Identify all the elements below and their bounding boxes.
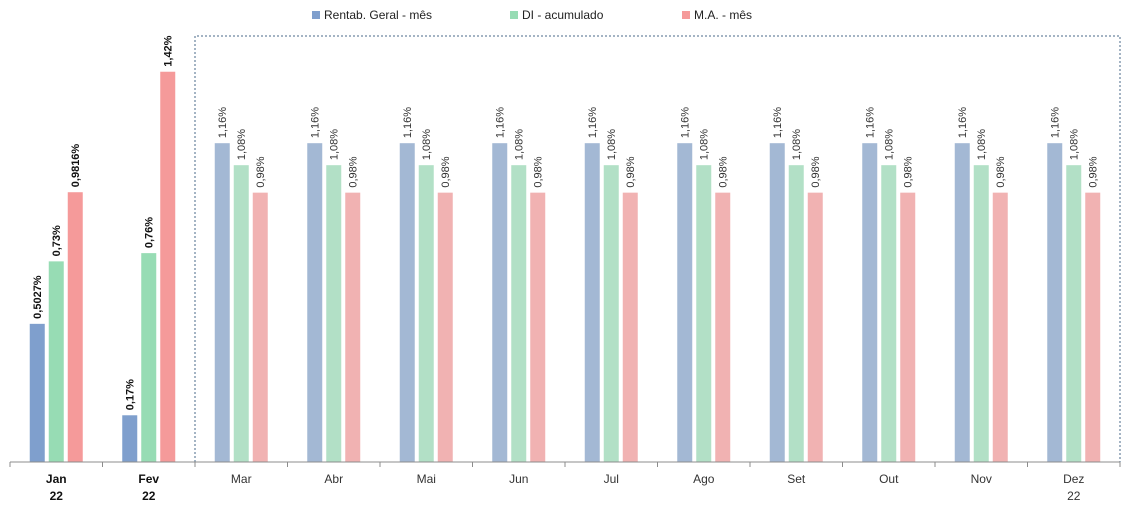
- tick-label-mai: Mai: [417, 472, 436, 486]
- legend-swatch-rentab: [312, 11, 320, 19]
- bar-rentab-out: [862, 143, 878, 462]
- legend-swatch-di: [510, 11, 518, 19]
- data-label-di-nov: 1,08%: [976, 129, 988, 160]
- data-label-ma-jul: 0,98%: [625, 156, 637, 187]
- data-label-ma-ago: 0,98%: [718, 156, 730, 187]
- data-label-ma-abr: 0,98%: [348, 156, 360, 187]
- data-label-ma-out: 0,98%: [903, 156, 915, 187]
- data-label-rentab-abr: 1,16%: [310, 107, 322, 138]
- tick-label-fev: Fev: [138, 472, 159, 486]
- bar-ma-out: [900, 192, 916, 462]
- data-label-rentab-ago: 1,16%: [680, 107, 692, 138]
- data-label-rentab-jun: 1,16%: [495, 107, 507, 138]
- data-label-ma-nov: 0,98%: [995, 156, 1007, 187]
- data-label-ma-jan: 0,9816%: [70, 144, 82, 188]
- tick-label-jul: Jul: [604, 472, 619, 486]
- bar-di-mar: [233, 165, 249, 462]
- tick-label-mar: Mar: [231, 472, 252, 486]
- bar-ma-ago: [715, 192, 731, 462]
- bar-rentab-fev: [122, 415, 138, 462]
- data-label-ma-fev: 1,42%: [163, 35, 175, 66]
- data-label-di-jan: 0,73%: [51, 225, 63, 256]
- data-label-di-jul: 1,08%: [606, 129, 618, 160]
- bar-ma-abr: [345, 192, 361, 462]
- bar-rentab-set: [769, 143, 785, 462]
- data-label-di-set: 1,08%: [791, 129, 803, 160]
- legend-label-rentab: Rentab. Geral - mês: [324, 8, 432, 22]
- data-label-rentab-out: 1,16%: [865, 107, 877, 138]
- data-label-di-dez: 1,08%: [1069, 129, 1081, 160]
- data-label-di-ago: 1,08%: [699, 129, 711, 160]
- tick-label-year-dez: 22: [1067, 489, 1081, 503]
- bar-ma-jun: [530, 192, 546, 462]
- data-label-rentab-jul: 1,16%: [587, 107, 599, 138]
- bar-rentab-dez: [1047, 143, 1063, 462]
- data-label-di-out: 1,08%: [884, 129, 896, 160]
- projection-frame: [194, 35, 1121, 462]
- bar-di-nov: [973, 165, 989, 462]
- bar-ma-mai: [437, 192, 453, 462]
- bar-rentab-jun: [492, 143, 508, 462]
- tick-label-out: Out: [879, 472, 899, 486]
- data-label-ma-dez: 0,98%: [1088, 156, 1100, 187]
- data-label-rentab-dez: 1,16%: [1050, 107, 1062, 138]
- bar-rentab-abr: [307, 143, 323, 462]
- bar-rentab-jan: [29, 323, 45, 462]
- bar-di-jul: [603, 165, 619, 462]
- bar-ma-nov: [992, 192, 1008, 462]
- bar-di-fev: [141, 253, 157, 462]
- data-label-ma-jun: 0,98%: [533, 156, 545, 187]
- bar-di-abr: [326, 165, 342, 462]
- bar-rentab-mai: [399, 143, 415, 462]
- bar-ma-jul: [622, 192, 638, 462]
- bar-ma-set: [807, 192, 823, 462]
- legend-label-ma: M.A. - mês: [694, 8, 752, 22]
- tick-label-ago: Ago: [693, 472, 715, 486]
- tick-label-year-jan: 22: [50, 489, 64, 503]
- data-label-di-mar: 1,08%: [236, 129, 248, 160]
- bar-di-set: [788, 165, 804, 462]
- tick-label-set: Set: [787, 472, 806, 486]
- tick-label-nov: Nov: [971, 472, 992, 486]
- bar-di-jan: [48, 261, 64, 462]
- bar-ma-dez: [1085, 192, 1101, 462]
- data-label-ma-mar: 0,98%: [255, 156, 267, 187]
- bar-di-dez: [1066, 165, 1082, 462]
- bar-rentab-nov: [954, 143, 970, 462]
- data-label-di-abr: 1,08%: [329, 129, 341, 160]
- legend-swatch-ma: [682, 11, 690, 19]
- bar-di-jun: [511, 165, 527, 462]
- data-label-rentab-mai: 1,16%: [402, 107, 414, 138]
- tick-label-abr: Abr: [324, 472, 343, 486]
- bar-rentab-ago: [677, 143, 693, 462]
- data-label-ma-mai: 0,98%: [440, 156, 452, 187]
- bar-di-out: [881, 165, 897, 462]
- tick-label-jan: Jan: [46, 472, 67, 486]
- data-label-rentab-set: 1,16%: [772, 107, 784, 138]
- data-label-di-fev: 0,76%: [144, 217, 156, 248]
- bar-di-mai: [418, 165, 434, 462]
- tick-label-year-fev: 22: [142, 489, 156, 503]
- bar-ma-fev: [160, 71, 176, 462]
- tick-label-jun: Jun: [509, 472, 528, 486]
- bar-ma-jan: [67, 192, 83, 462]
- data-label-rentab-nov: 1,16%: [957, 107, 969, 138]
- bar-di-ago: [696, 165, 712, 462]
- bar-ma-mar: [252, 192, 268, 462]
- data-label-ma-set: 0,98%: [810, 156, 822, 187]
- bar-rentab-jul: [584, 143, 600, 462]
- data-label-rentab-jan: 0,5027%: [32, 275, 44, 319]
- bar-rentab-mar: [214, 143, 230, 462]
- tick-label-dez: Dez: [1063, 472, 1084, 486]
- data-label-rentab-mar: 1,16%: [217, 107, 229, 138]
- data-label-rentab-fev: 0,17%: [125, 379, 137, 410]
- data-label-di-jun: 1,08%: [514, 129, 526, 160]
- legend-label-di: DI - acumulado: [522, 8, 604, 22]
- data-label-di-mai: 1,08%: [421, 129, 433, 160]
